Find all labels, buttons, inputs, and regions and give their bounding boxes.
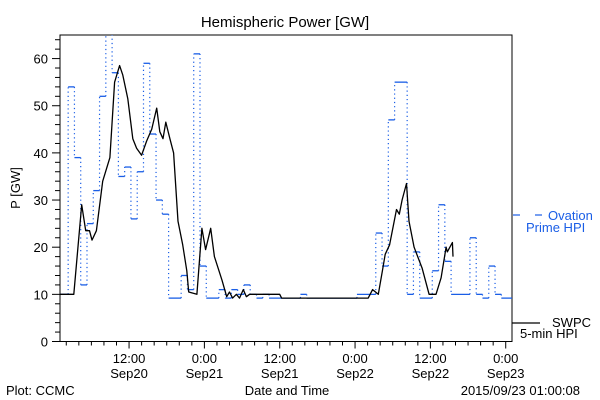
- y-axis-label: P [GW]: [8, 167, 23, 209]
- y-tick-label: 30: [34, 193, 48, 208]
- x-tick-label-date: Sep22: [412, 366, 450, 381]
- x-tick-label-time: 12:00: [113, 351, 146, 366]
- x-tick-label-date: Sep23: [487, 366, 525, 381]
- x-axis-label: Date and Time: [245, 383, 330, 398]
- y-tick-label: 0: [41, 335, 48, 350]
- swpc-series-line: [60, 64, 454, 299]
- legend-swpc-label-2: 5-min HPI: [520, 326, 578, 341]
- x-tick-label-date: Sep20: [110, 366, 148, 381]
- chart-title: Hemispheric Power [GW]: [201, 14, 369, 31]
- plot-frame: [59, 34, 513, 342]
- x-tick-label-time: 0:00: [192, 351, 217, 366]
- legend-ovation-label-1: Ovation: [548, 208, 593, 223]
- x-tick-label-time: 12:00: [414, 351, 447, 366]
- x-tick-label-time: 12:00: [263, 351, 296, 366]
- series-layer: [60, 35, 512, 299]
- footer-timestamp: 2015/09/23 01:00:08: [461, 383, 580, 398]
- x-axis: 12:00Sep200:00Sep2112:00Sep210:00Sep2212…: [65, 341, 525, 381]
- footer-plot-credit: Plot: CCMC: [6, 383, 75, 398]
- legend-ovation: Ovation Prime HPI: [513, 208, 593, 235]
- y-tick-label: 40: [34, 146, 48, 161]
- y-axis: 0 10 20 30 40 50 60: [34, 39, 60, 350]
- x-tick-label-time: 0:00: [342, 351, 367, 366]
- y-tick-label: 60: [34, 52, 48, 67]
- y-tick-label: 50: [34, 99, 48, 114]
- x-tick-label-date: Sep22: [336, 366, 374, 381]
- legend-swpc-label-1: SWPC: [552, 315, 591, 330]
- x-tick-label-time: 0:00: [493, 351, 518, 366]
- y-tick-label: 20: [34, 240, 48, 255]
- x-tick-label-date: Sep21: [186, 366, 224, 381]
- x-tick-label-date: Sep21: [261, 366, 299, 381]
- legend-ovation-label-2: Prime HPI: [526, 220, 585, 235]
- y-tick-label: 10: [34, 287, 48, 302]
- legend-swpc: SWPC 5-min HPI: [512, 315, 591, 341]
